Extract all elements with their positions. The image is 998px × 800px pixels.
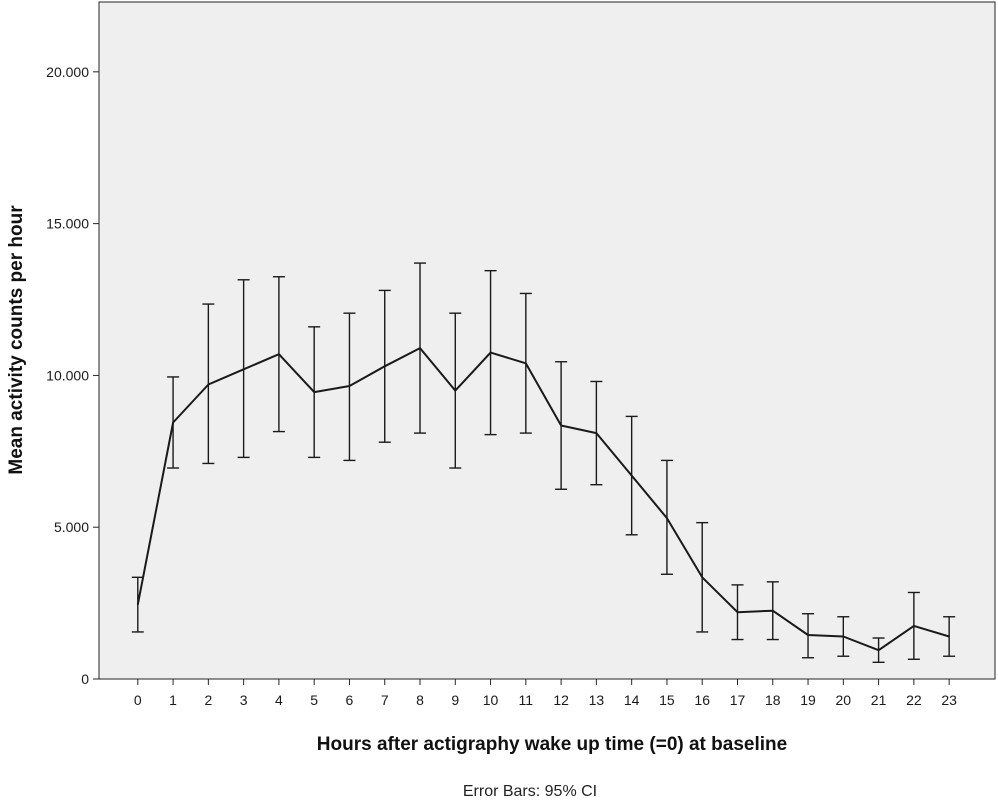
x-tick-label: 14 bbox=[624, 692, 640, 708]
x-tick-label: 21 bbox=[871, 692, 887, 708]
x-tick-label: 0 bbox=[134, 692, 142, 708]
x-tick-label: 16 bbox=[694, 692, 710, 708]
x-tick-label: 20 bbox=[836, 692, 852, 708]
y-tick-label: 10.000 bbox=[46, 367, 89, 383]
x-axis: 0 1 2 3 4 5 6 7 8 9 10 11 12 13 14 15 16 17 18 19 20 21 22 23 bbox=[134, 679, 957, 708]
plot-area bbox=[98, 1, 996, 680]
y-tick-label: 15.000 bbox=[46, 216, 89, 232]
x-tick-label: 15 bbox=[659, 692, 675, 708]
series-line bbox=[136, 347, 950, 652]
y-axis-title: Mean activity counts per hour bbox=[6, 205, 27, 475]
y-tick-label: 0 bbox=[81, 671, 89, 687]
x-tick-label: 4 bbox=[275, 692, 283, 708]
x-tick-label: 23 bbox=[941, 692, 957, 708]
x-tick-label: 8 bbox=[416, 692, 424, 708]
x-tick-label: 2 bbox=[204, 692, 212, 708]
x-tick-label: 18 bbox=[765, 692, 781, 708]
x-tick-label: 3 bbox=[240, 692, 248, 708]
x-tick-label: 22 bbox=[906, 692, 922, 708]
x-tick-label: 7 bbox=[381, 692, 389, 708]
y-tick-label: 20.000 bbox=[46, 64, 89, 80]
x-tick-label: 6 bbox=[346, 692, 354, 708]
x-tick-label: 9 bbox=[451, 692, 459, 708]
x-tick-label: 13 bbox=[589, 692, 605, 708]
x-tick-label: 12 bbox=[553, 692, 569, 708]
x-tick-label: 5 bbox=[310, 692, 318, 708]
x-tick-label: 19 bbox=[800, 692, 816, 708]
error-bars-footnote: Error Bars: 95% CI bbox=[463, 783, 597, 800]
y-tick-label: 5.000 bbox=[54, 519, 89, 535]
x-tick-label: 10 bbox=[483, 692, 499, 708]
x-tick-label: 1 bbox=[169, 692, 177, 708]
y-axis: 0 5.000 10.000 15.000 20.000 bbox=[46, 64, 99, 687]
x-tick-label: 11 bbox=[519, 692, 534, 708]
x-axis-title: Hours after actigraphy wake up time (=0)… bbox=[317, 734, 787, 755]
x-tick-label: 17 bbox=[730, 692, 746, 708]
